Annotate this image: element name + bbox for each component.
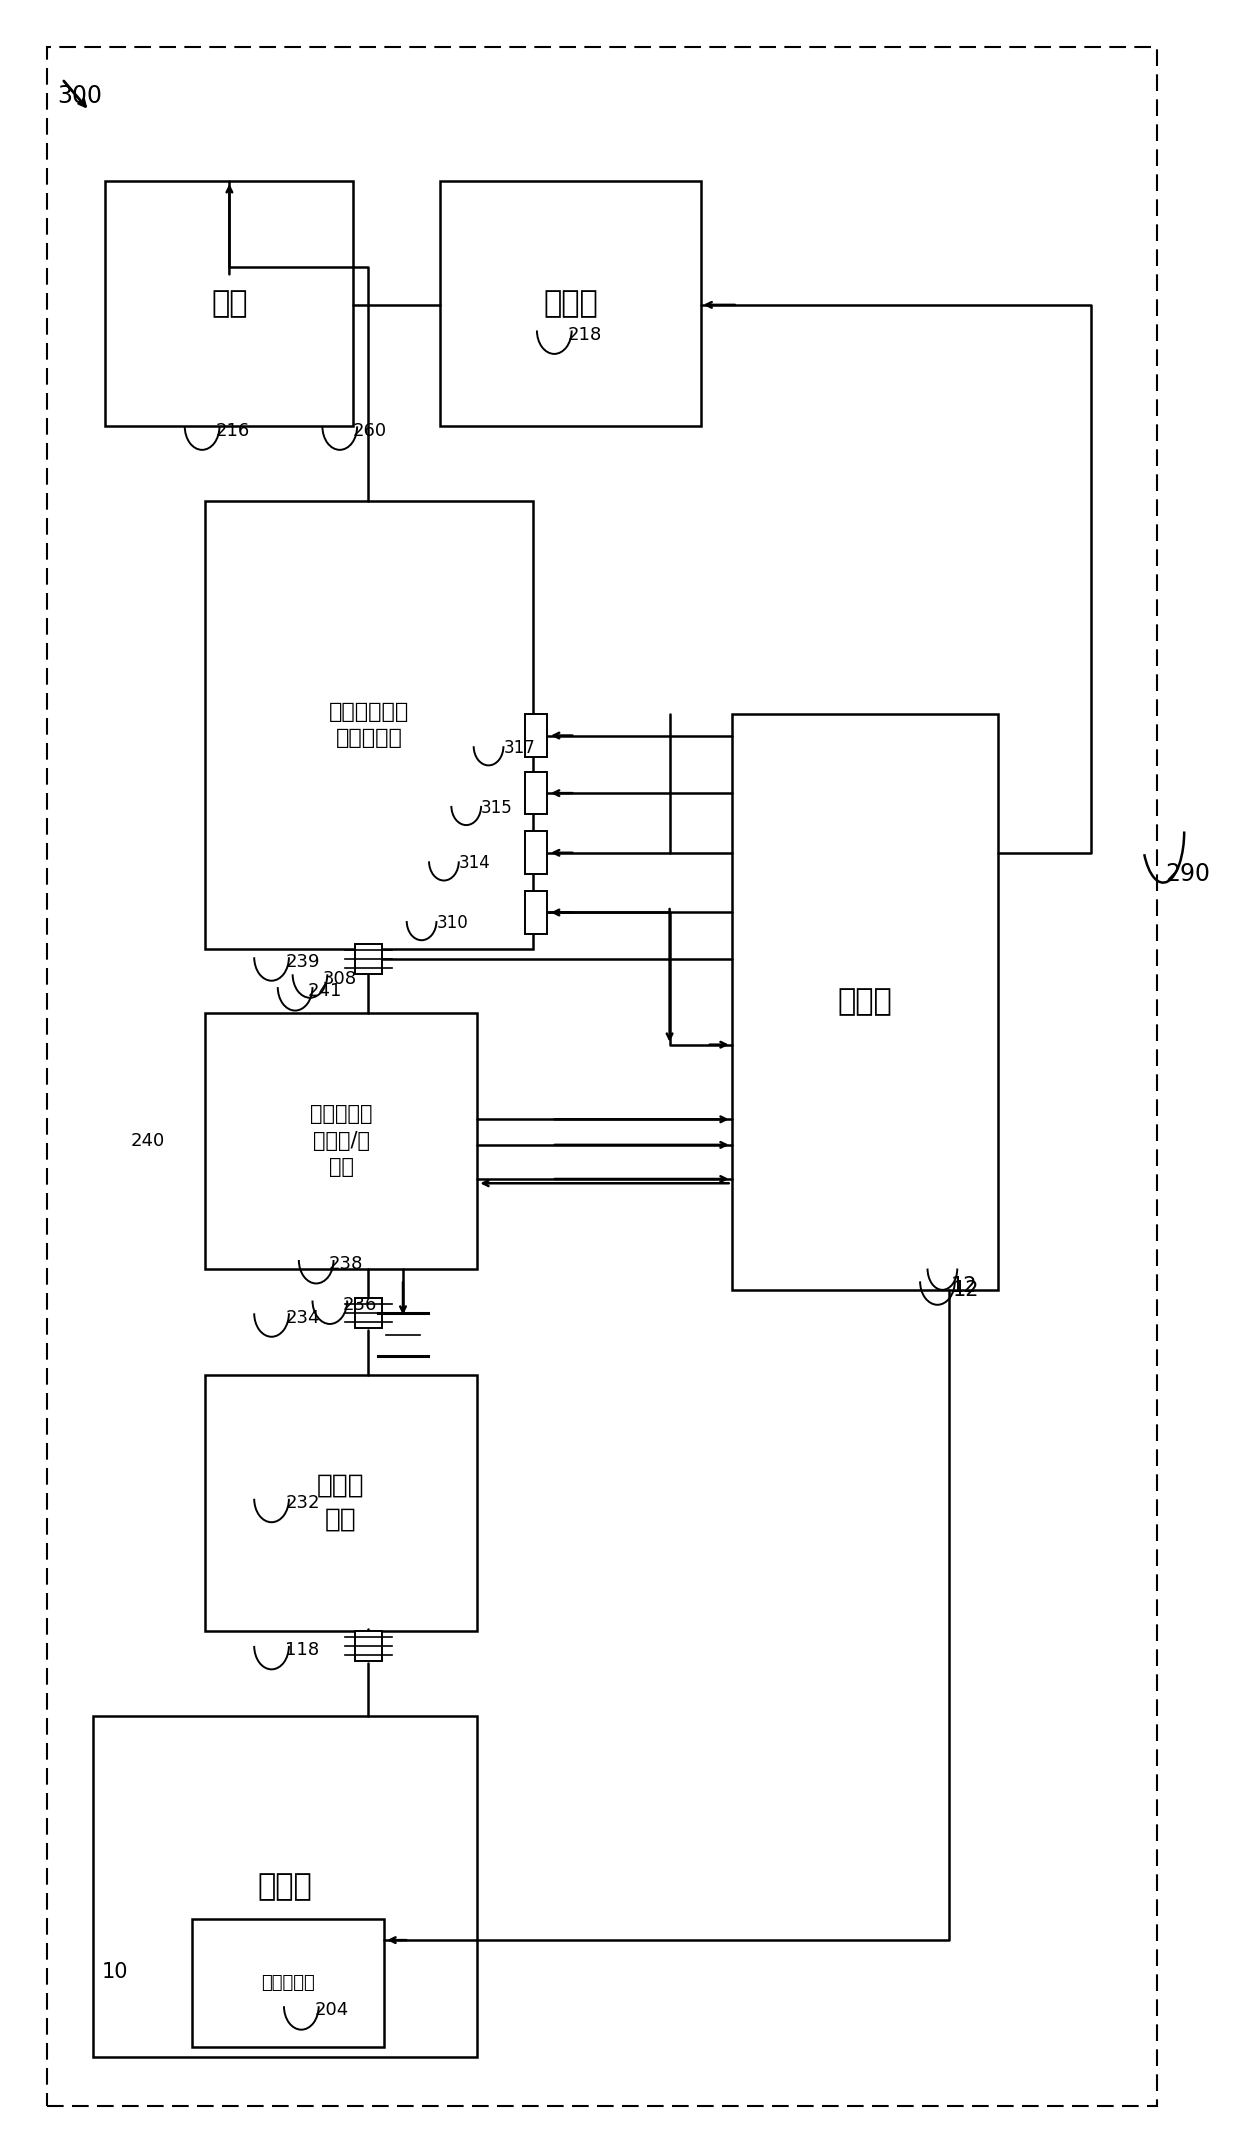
Text: 传动系集成
起动机/发
电机: 传动系集成 起动机/发 电机 [310, 1104, 372, 1177]
Text: 236: 236 [342, 1296, 377, 1313]
Text: 308: 308 [322, 970, 357, 987]
Text: 317: 317 [503, 740, 536, 757]
Text: 发动机: 发动机 [258, 1872, 312, 1902]
Text: 234: 234 [285, 1309, 320, 1326]
Text: 240: 240 [130, 1132, 165, 1149]
Text: 239: 239 [285, 953, 320, 970]
Text: 控制器: 控制器 [837, 987, 893, 1017]
Text: 290: 290 [1166, 861, 1210, 887]
Text: 12: 12 [951, 1275, 977, 1296]
Text: 314: 314 [459, 855, 491, 872]
Text: 232: 232 [285, 1495, 320, 1512]
Bar [205, 1375, 477, 1631]
Text: 转矩致动器: 转矩致动器 [262, 1974, 315, 1991]
Bar [205, 501, 533, 949]
Bar [192, 1919, 384, 2047]
Text: 218: 218 [568, 326, 603, 343]
Text: 238: 238 [329, 1256, 363, 1273]
Text: 双中间轴双离
合器变速器: 双中间轴双离 合器变速器 [329, 701, 409, 748]
Text: 241: 241 [308, 983, 342, 1000]
Bar [525, 891, 547, 934]
Text: 260: 260 [352, 422, 387, 439]
Bar [440, 181, 701, 426]
Text: 315: 315 [481, 800, 513, 817]
Bar [93, 1716, 477, 2057]
Text: 车轮: 车轮 [211, 290, 248, 318]
Bar [525, 772, 547, 814]
Text: 双质量
飞轮: 双质量 飞轮 [317, 1473, 365, 1533]
Bar [355, 1631, 382, 1661]
Bar [105, 181, 353, 426]
Text: 10: 10 [102, 1961, 128, 1983]
Bar [355, 944, 382, 974]
Bar [525, 714, 547, 757]
Text: 216: 216 [216, 422, 250, 439]
Text: 310: 310 [436, 915, 469, 932]
Bar [525, 831, 547, 874]
Bar [732, 714, 998, 1290]
Text: 300: 300 [57, 83, 102, 109]
Text: 204: 204 [315, 2002, 350, 2019]
Text: 制动器: 制动器 [543, 290, 598, 318]
Text: 118: 118 [285, 1642, 320, 1659]
Bar [355, 1298, 382, 1328]
Text: 12: 12 [952, 1279, 978, 1301]
Bar [205, 1013, 477, 1269]
